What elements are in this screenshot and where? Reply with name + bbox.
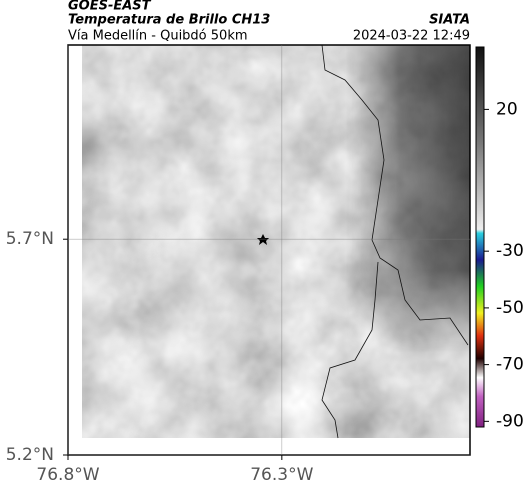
colorbar-label: -70 bbox=[496, 355, 524, 375]
colorbar-label: -90 bbox=[496, 411, 524, 431]
subtitle: Vía Medellín - Quibdó 50km bbox=[68, 29, 248, 44]
colorbar-label: -30 bbox=[496, 241, 524, 261]
org: SIATA bbox=[429, 13, 470, 28]
lat-label: 5.2°N bbox=[6, 445, 54, 465]
lon-label: 76.3°W bbox=[250, 465, 313, 485]
lon-label: 76.8°W bbox=[36, 465, 99, 485]
colorbar bbox=[475, 46, 485, 428]
source: GOES-EAST bbox=[68, 0, 152, 14]
colorbar-label: -50 bbox=[496, 298, 524, 318]
colorbar-label: 20 bbox=[496, 99, 518, 119]
border bbox=[321, 44, 469, 439]
map-area bbox=[67, 44, 471, 456]
title: Temperatura de Brillo CH13 bbox=[68, 13, 270, 28]
lat-label: 5.7°N bbox=[6, 229, 54, 249]
datetime: 2024-03-22 12:49 bbox=[353, 29, 470, 44]
